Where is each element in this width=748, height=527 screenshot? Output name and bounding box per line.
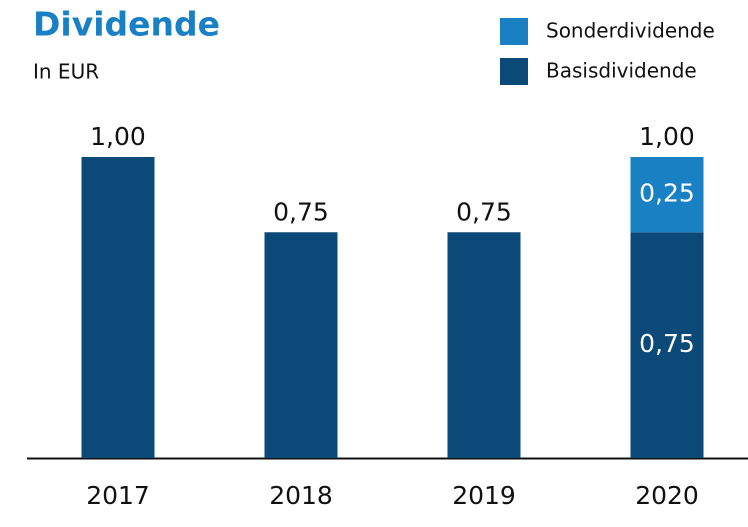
legend-label: Sonderdividende [546,19,715,43]
chart-title: Dividende [33,5,220,44]
bar [630,157,704,233]
legend-swatch [500,58,528,85]
legend-swatch [500,18,528,45]
x-tick-label: 2018 [269,481,333,510]
x-tick-label: 2020 [635,481,699,510]
value-label: 0,75 [273,197,329,226]
value-label: 1,00 [90,122,146,151]
total-label: 1,00 [639,122,695,151]
chart-subtitle: In EUR [33,60,99,84]
value-label: 0,75 [456,197,512,226]
value-label: 0,75 [639,329,695,358]
x-tick-label: 2019 [452,481,516,510]
bar [81,157,155,458]
value-label: 0,25 [639,179,695,208]
x-tick-label: 2017 [86,481,150,510]
bar [630,232,704,458]
bar [447,232,521,458]
legend-label: Basisdividende [546,59,697,83]
bar [264,232,338,458]
